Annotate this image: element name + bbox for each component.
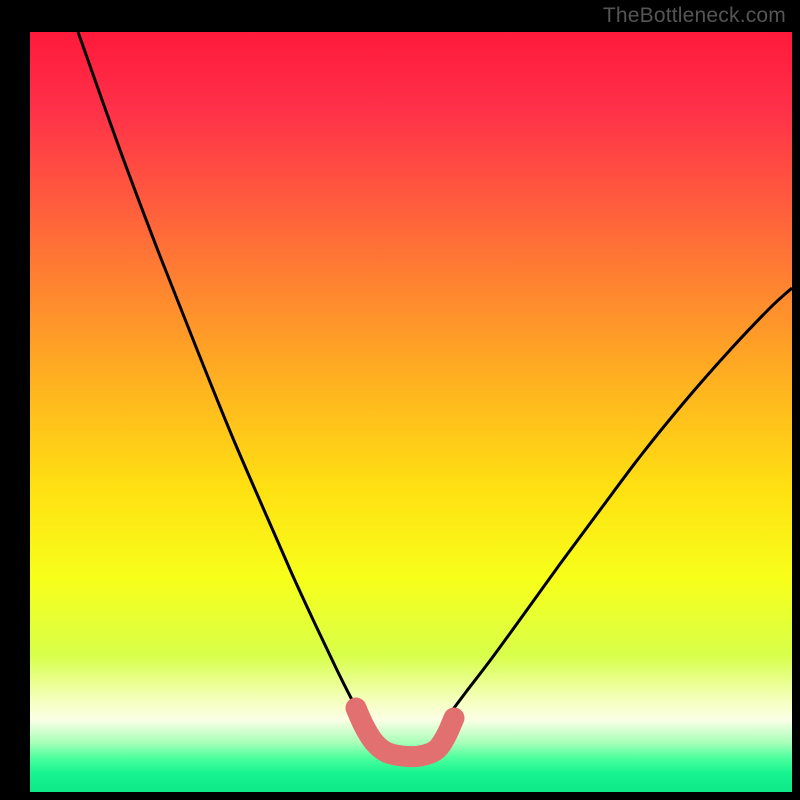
valley-highlight <box>356 708 454 757</box>
left-curve <box>78 32 361 716</box>
curves-layer <box>30 32 792 792</box>
chart-frame <box>0 0 800 800</box>
watermark-text: TheBottleneck.com <box>603 4 786 28</box>
plot-area <box>30 32 792 792</box>
right-curve <box>448 288 792 716</box>
